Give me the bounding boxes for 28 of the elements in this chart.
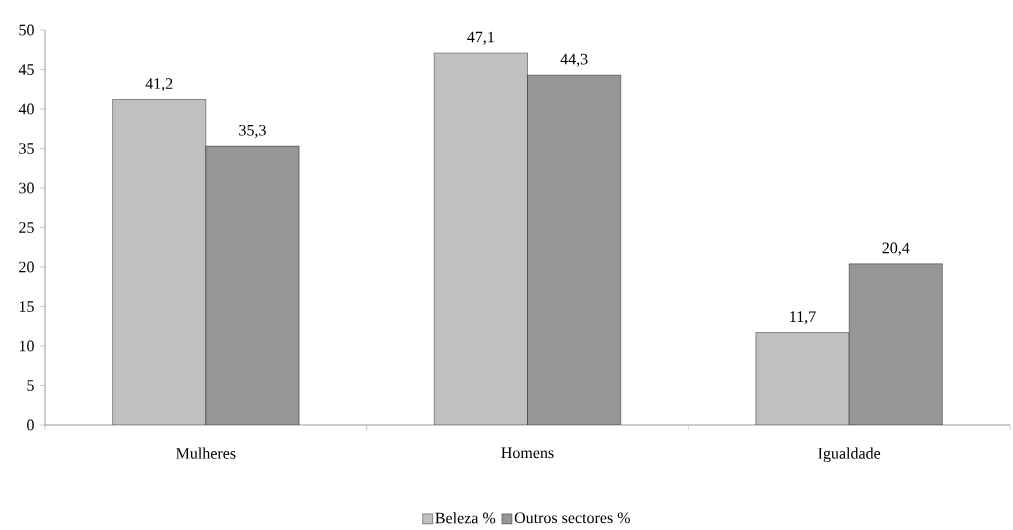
y-tick-label: 15 bbox=[19, 301, 34, 312]
x-tick-label: Igualdade bbox=[818, 447, 881, 463]
y-tick-label: 25 bbox=[19, 222, 34, 233]
bar bbox=[527, 75, 621, 425]
data-label: 11,7 bbox=[790, 311, 816, 325]
y-tick-label: 0 bbox=[27, 419, 34, 431]
bar bbox=[755, 332, 850, 425]
data-label: 47,1 bbox=[467, 31, 494, 45]
x-tick-label: Mulheres bbox=[176, 447, 236, 459]
bar bbox=[112, 99, 206, 425]
y-tick-label: 40 bbox=[18, 103, 34, 115]
y-tick-label: 5 bbox=[27, 380, 34, 391]
bar bbox=[434, 52, 528, 425]
data-label: 41,2 bbox=[145, 78, 173, 92]
y-tick-label: 50 bbox=[19, 24, 34, 36]
y-tick-label: 20 bbox=[19, 261, 34, 273]
y-tick-label: 30 bbox=[19, 182, 34, 194]
legend-label: Outros sectores % bbox=[514, 512, 630, 524]
y-tick-label: 45 bbox=[18, 64, 34, 75]
data-label: 20,4 bbox=[882, 242, 910, 256]
data-label: 44,3 bbox=[560, 53, 588, 67]
bar bbox=[848, 263, 943, 425]
legend-label: Beleza % bbox=[435, 512, 496, 524]
x-tick-label: Homens bbox=[501, 447, 554, 459]
y-tick-label: 10 bbox=[19, 340, 34, 352]
bar bbox=[205, 146, 300, 425]
data-label: 35,3 bbox=[239, 124, 266, 138]
y-tick-label: 35 bbox=[19, 143, 34, 154]
